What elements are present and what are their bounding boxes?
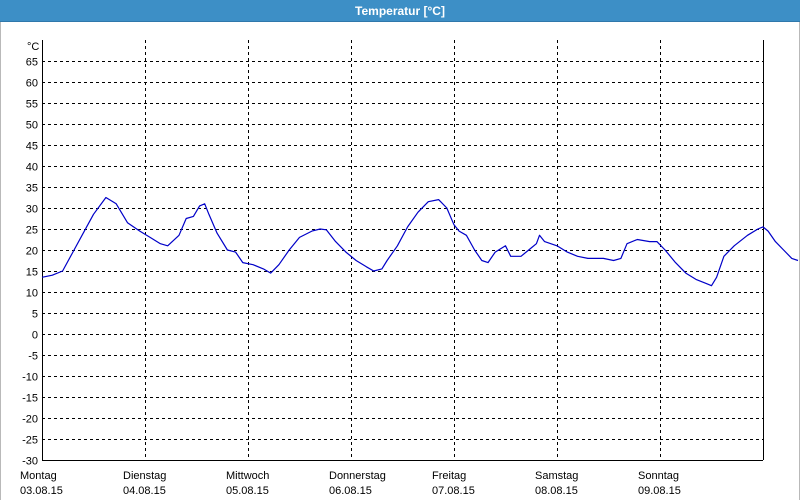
series (41, 196, 799, 287)
y-tick-label: 55 (26, 99, 38, 111)
y-tick-label: -15 (22, 393, 38, 405)
y-tick-label: -30 (22, 456, 38, 468)
y-tick-label: -20 (22, 414, 38, 426)
y-tick-label: 50 (26, 120, 38, 132)
y-tick-label: 30 (26, 204, 38, 216)
y-tick-label: 60 (26, 78, 38, 90)
y-tick-label: 40 (26, 162, 38, 174)
y-tick-label: 15 (26, 267, 38, 279)
x-tick-date: 04.08.15 (123, 485, 166, 497)
x-tick-day-name: Donnerstag (329, 470, 386, 482)
chart-area: 65 60 55 50 45 40 35 30 25 20 15 10 5 0 -5 -10 -15 -20 -25… (0, 22, 800, 500)
x-tick-day-name: Dienstag (123, 470, 166, 482)
x-tick-date: 03.08.15 (20, 485, 63, 497)
x-tick-day-name: Freitag (432, 470, 466, 482)
y-tick-labels: 65605550454035302520151050-5-10-15-20-25… (22, 41, 39, 468)
y-tick-label: 20 (26, 246, 38, 258)
y-tick-label: 0 (32, 330, 38, 342)
x-tick-day-name: Samstag (535, 470, 578, 482)
x-tick-date: 07.08.15 (432, 485, 475, 497)
y-tick-label: -5 (28, 351, 38, 363)
chart-title: Temperatur [°C] (0, 0, 800, 22)
y-tick-label: -25 (22, 435, 38, 447)
x-tick-labels: Montag 03.08.15 Dienstag 04.08.15 Mittwoch 05… (20, 470, 681, 497)
grid-lines (42, 40, 764, 461)
y-tick-label: -10 (22, 372, 38, 384)
axes (42, 40, 764, 461)
y-tick-label: 65 (26, 57, 38, 69)
x-tick-day-name: Montag (20, 470, 57, 482)
x-tick-day-name: Mittwoch (226, 470, 269, 482)
x-tick-date: 06.08.15 (329, 485, 372, 497)
y-tick-label: 25 (26, 225, 38, 237)
temperature-series-line (41, 196, 799, 287)
y-tick-label: 35 (26, 183, 38, 195)
y-tick-label: 45 (26, 141, 38, 153)
y-tick-label: 5 (32, 309, 38, 321)
x-tick-day-name: Sonntag (638, 470, 679, 482)
x-tick-date: 05.08.15 (226, 485, 269, 497)
y-axis-unit-label: °C (27, 41, 39, 53)
temperature-chart: 65605550454035302520151050-5-10-15-20-25… (20, 40, 799, 497)
x-tick-date: 08.08.15 (535, 485, 578, 497)
y-tick-label: 10 (26, 288, 38, 300)
x-tick-date: 09.08.15 (638, 485, 681, 497)
